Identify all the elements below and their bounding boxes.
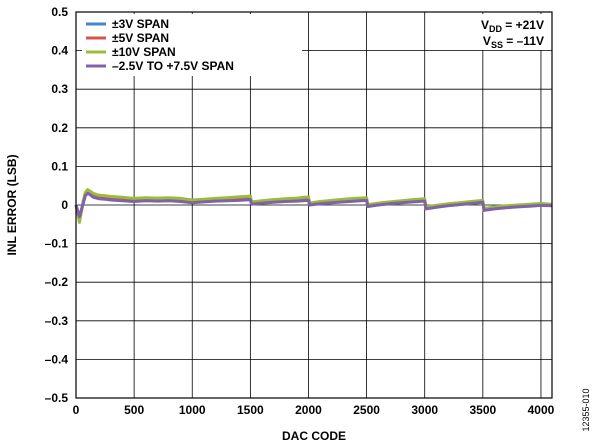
y-tick-label: –0.5 — [45, 391, 69, 405]
vss-label: VSS = –11V — [483, 34, 544, 50]
y-tick-label: 0.5 — [51, 5, 68, 19]
y-tick-label: –0.3 — [45, 314, 69, 328]
vss-main: V — [483, 34, 491, 48]
x-tick-label: 0 — [73, 403, 80, 417]
y-tick-label: 0.4 — [51, 44, 68, 58]
vdd-label: VDD = +21V — [481, 18, 544, 34]
series-layer — [74, 188, 553, 224]
y-tick-label: –0.2 — [45, 275, 69, 289]
vdd-rest: = +21V — [502, 18, 544, 32]
x-tick-label: 2500 — [353, 403, 380, 417]
x-tick-label: 1500 — [237, 403, 264, 417]
series-line — [74, 188, 553, 224]
series-line — [74, 191, 553, 219]
x-axis-label: DAC CODE — [282, 429, 346, 443]
x-tick-label: 3500 — [469, 403, 496, 417]
x-tick-label: 500 — [124, 403, 144, 417]
y-axis-label: INL ERROR (LSB) — [5, 154, 19, 255]
y-tick-label: 0 — [61, 198, 68, 212]
x-tick-label: 3000 — [411, 403, 438, 417]
x-tick-labels: 0 500 1000 1500 2000 2500 3000 3500 4000 — [73, 403, 555, 417]
supply-annotation: VDD = +21V VSS = –11V — [434, 14, 548, 50]
y-tick-label: 0.1 — [51, 159, 68, 173]
vss-rest: = –11V — [503, 34, 544, 48]
vdd-main: V — [481, 18, 489, 32]
legend-background — [82, 14, 302, 76]
x-tick-label: 4000 — [528, 403, 555, 417]
legend-label: ±5V SPAN — [112, 31, 169, 45]
y-tick-label: –0.4 — [45, 352, 69, 366]
plot-frame — [75, 11, 553, 399]
x-tick-label: 2000 — [295, 403, 322, 417]
vss-sub: SS — [491, 40, 503, 50]
legend-label: ±3V SPAN — [112, 17, 169, 31]
y-tick-label: –0.1 — [45, 237, 69, 251]
y-tick-label: 0.2 — [51, 121, 68, 135]
legend: ±3V SPAN±5V SPAN±10V SPAN–2.5V TO +7.5V … — [82, 14, 302, 76]
legend-label: –2.5V TO +7.5V SPAN — [112, 59, 234, 73]
legend-label: ±10V SPAN — [112, 45, 176, 59]
x-tick-label: 1000 — [179, 403, 206, 417]
y-tick-labels: –0.5 –0.4 –0.3 –0.2 –0.1 0 0.1 0.2 0.3 0.4 0.5 — [45, 5, 69, 405]
annotation-background — [434, 14, 548, 50]
y-tick-label: 0.3 — [51, 82, 68, 96]
figure-id: 12355-010 — [581, 388, 591, 431]
vdd-sub: DD — [489, 24, 502, 34]
